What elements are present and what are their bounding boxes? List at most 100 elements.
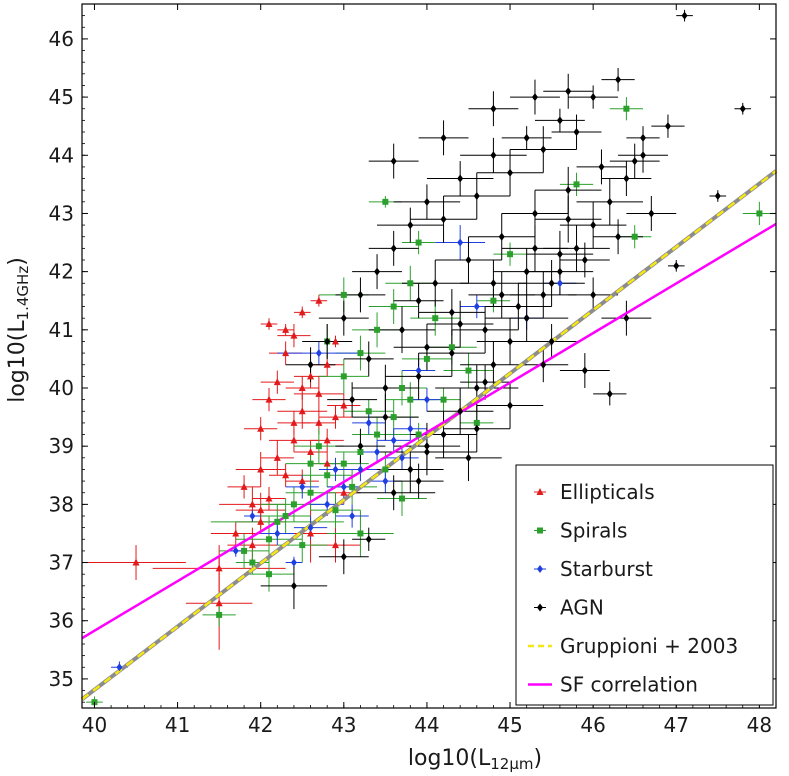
- x-tick-label: 47: [664, 713, 689, 737]
- spirals-point: [415, 431, 422, 438]
- x-tick-label: 41: [165, 713, 190, 737]
- y-tick-label: 38: [49, 492, 74, 516]
- agn-point: [432, 279, 439, 288]
- spirals-point: [349, 483, 356, 490]
- starburst-point: [407, 424, 414, 433]
- spirals-point: [315, 443, 322, 450]
- plot-frame: [81, 3, 777, 709]
- agn-point: [556, 250, 563, 259]
- agn-point: [606, 389, 613, 398]
- y-tick-label: 41: [49, 318, 74, 342]
- agn-point: [664, 122, 671, 131]
- starburst-point: [116, 663, 123, 672]
- agn-point: [573, 128, 580, 136]
- agn-point: [739, 104, 746, 113]
- agn-point: [631, 157, 638, 166]
- spirals-point: [623, 105, 630, 112]
- spirals-point: [398, 495, 405, 502]
- agn-point: [507, 401, 514, 410]
- agn-point: [673, 261, 680, 270]
- spirals-point: [216, 611, 223, 618]
- ellipticals-point: [265, 494, 273, 502]
- ellipticals-point: [248, 541, 256, 549]
- ellipticals-point: [315, 389, 323, 397]
- spirals-point: [440, 396, 447, 403]
- starburst-point: [349, 512, 356, 520]
- agn-point: [490, 104, 497, 113]
- ellipticals-point: [323, 360, 331, 368]
- x-axis-label: log10(L12μm): [408, 746, 542, 773]
- starburst-point: [307, 523, 314, 532]
- y-tick-label: 45: [49, 85, 74, 109]
- agn-point: [623, 314, 630, 323]
- spirals-point: [340, 291, 347, 298]
- starburst-point: [365, 418, 372, 427]
- agn-point: [590, 93, 597, 102]
- starburst-point: [290, 558, 297, 567]
- ellipticals-point: [265, 395, 273, 403]
- spirals-point: [266, 571, 273, 578]
- ellipticals-point: [257, 517, 265, 525]
- agn-point: [407, 465, 414, 474]
- agn-point: [540, 145, 547, 154]
- starburst-point: [324, 500, 331, 509]
- agn-point: [473, 192, 480, 200]
- ellipticals-point: [340, 488, 348, 496]
- agn-point: [440, 133, 447, 142]
- agn-point: [565, 186, 572, 195]
- agn-point: [349, 395, 356, 404]
- starburst-point: [382, 477, 389, 486]
- agn-point: [423, 442, 430, 451]
- fit-lines-layer: [80, 169, 778, 701]
- agn-point: [573, 244, 580, 253]
- agn-point: [523, 267, 530, 276]
- spirals-point: [382, 198, 389, 205]
- ellipticals-point: [331, 337, 339, 345]
- agn-point: [423, 448, 430, 456]
- data-points-layer: [91, 11, 763, 706]
- legend-swatch-starburst: [537, 565, 543, 573]
- spirals-point: [340, 460, 347, 467]
- ellipticals-point: [298, 308, 306, 316]
- legend-label-starburst: Starburst: [560, 557, 653, 581]
- spirals-point: [274, 518, 281, 525]
- spirals-point: [241, 547, 248, 554]
- starburst-point: [249, 512, 256, 520]
- agn-point: [623, 174, 630, 183]
- agn-point: [615, 75, 622, 84]
- ellipticals-point: [240, 482, 248, 490]
- agn-point: [473, 424, 480, 433]
- ellipticals-point: [290, 331, 298, 339]
- ellipticals-point: [282, 349, 290, 357]
- starburst-point: [315, 349, 322, 358]
- agn-point: [515, 302, 522, 311]
- agn-point: [490, 279, 497, 288]
- spirals-point: [390, 303, 397, 310]
- agn-point: [523, 133, 530, 142]
- legend-label-gruppioni-2003: Gruppioni + 2003: [560, 634, 738, 658]
- starburst-point: [423, 395, 430, 404]
- legend-label-agn: AGN: [560, 596, 604, 620]
- spirals-point: [473, 419, 480, 426]
- agn-point: [681, 11, 688, 20]
- y-tick-label: 46: [49, 27, 74, 51]
- agn-point: [390, 488, 397, 497]
- agn-point: [590, 290, 597, 299]
- agn-point: [498, 232, 505, 241]
- ellipticals-point: [215, 599, 223, 607]
- ellipticals-point: [282, 471, 290, 479]
- starburst-point: [473, 302, 480, 311]
- spirals-point: [340, 373, 347, 380]
- ellipticals-point: [331, 413, 339, 421]
- gruppioni-2003-line: [81, 169, 777, 701]
- agn-point: [598, 162, 605, 171]
- agn-point: [382, 384, 389, 392]
- agn-point: [340, 552, 347, 561]
- agn-point: [290, 581, 297, 590]
- agn-point: [565, 87, 572, 96]
- agn-point: [423, 343, 430, 352]
- agn-point: [382, 413, 389, 422]
- y-tick-label: 40: [49, 376, 74, 400]
- agn-point: [531, 209, 538, 218]
